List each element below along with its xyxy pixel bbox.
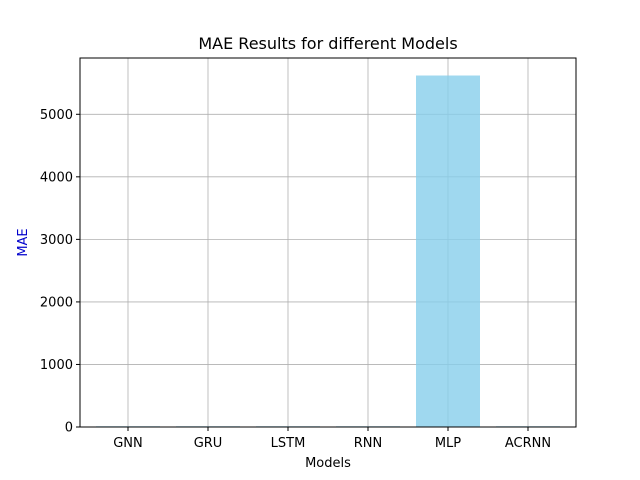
x-tick-label: LSTM	[271, 436, 306, 451]
y-tick-label: 3000	[40, 233, 73, 248]
x-tick-label: GNN	[113, 436, 143, 451]
y-tick-label: 0	[65, 421, 73, 436]
y-tick-label: 1000	[40, 358, 73, 373]
bar-mlp	[416, 75, 480, 427]
x-tick-label: ACRNN	[505, 436, 551, 451]
y-tick-label: 2000	[40, 295, 73, 310]
y-axis-title: MAE	[16, 228, 31, 256]
chart-title: MAE Results for different Models	[198, 34, 457, 53]
x-tick-label: RNN	[354, 436, 382, 451]
ticks: 0 1000 2000 3000 4000 5000 GNN GRU LSTM RNN MLP ACR…	[40, 108, 551, 451]
x-axis-title: Models	[305, 456, 351, 471]
x-tick-label: GRU	[194, 436, 223, 451]
x-tick-label: MLP	[435, 436, 461, 451]
y-tick-label: 5000	[40, 108, 73, 123]
y-tick-label: 4000	[40, 170, 73, 185]
plot-frame	[79, 57, 577, 428]
